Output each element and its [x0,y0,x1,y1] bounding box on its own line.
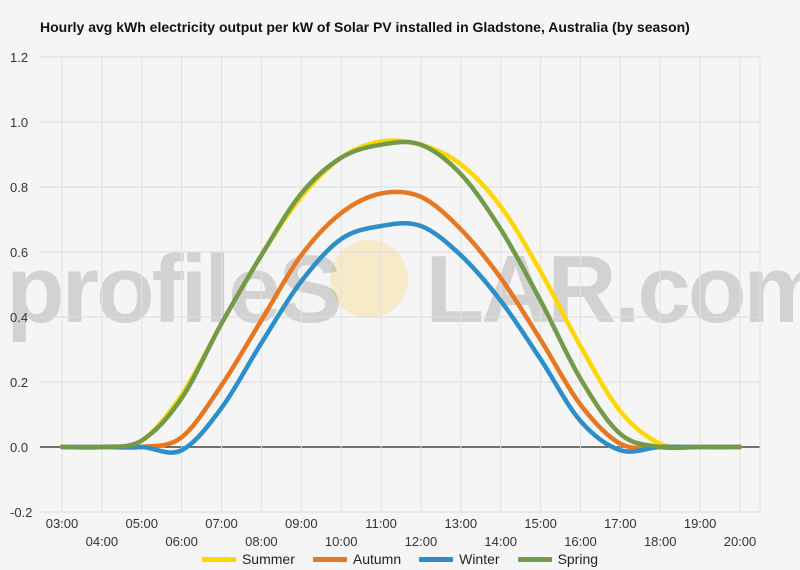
legend-label: Spring [557,551,599,567]
series-line-autumn [59,189,743,451]
legend-label: Winter [459,551,500,567]
x-tick-label: 14:00 [484,534,517,549]
x-tick-label: 12:00 [405,534,438,549]
x-tick-label: 07:00 [205,516,238,531]
y-tick-label: 1.0 [10,115,28,130]
x-tick-label: 08:00 [245,534,278,549]
legend-swatch [312,556,347,562]
legend-item-winter[interactable]: Winter [419,551,500,567]
x-tick-label: 06:00 [165,534,198,549]
x-tick-label: 20:00 [724,534,757,549]
legend: Summer Autumn Winter Spring [0,549,800,569]
x-tick-label: 10:00 [325,534,358,549]
watermark-sun-icon [330,240,408,318]
legend-item-autumn[interactable]: Autumn [312,551,402,567]
chart-title: Hourly avg kWh electricity output per kW… [40,19,690,35]
x-tick-label: 17:00 [604,516,637,531]
x-tick-label: 09:00 [285,516,318,531]
series-line-spring [59,139,743,451]
legend-swatch [201,556,236,562]
x-tick-label: 15:00 [524,516,557,531]
y-tick-label: 0.0 [10,440,28,455]
y-tick-label: 0.6 [10,245,28,260]
x-tick-label: 13:00 [445,516,478,531]
legend-item-summer[interactable]: Summer [201,551,295,567]
legend-swatch [517,556,552,562]
x-tick-label: 16:00 [564,534,597,549]
legend-swatch [419,556,454,562]
y-tick-label: 0.8 [10,180,28,195]
watermark-text-right: LAR.com [425,236,800,343]
x-tick-label: 11:00 [365,516,397,531]
legend-label: Summer [241,551,295,567]
x-tick-label: 18:00 [644,534,677,549]
series-line-winter [59,221,743,455]
y-tick-label: -0.2 [10,505,32,520]
axis-layer: -0.2 0.0 0.2 0.4 0.6 0.8 1.0 1.2 03:00 04:00 05:00… [10,50,756,549]
legend-label: Autumn [352,551,402,567]
y-tick-label: 1.2 [10,50,28,65]
y-tick-label: 0.4 [10,310,28,325]
x-tick-label: 03:00 [46,516,79,531]
x-tick-label: 05:00 [125,516,158,531]
y-tick-label: 0.2 [10,375,28,390]
series-layer [59,138,743,455]
x-tick-label: 19:00 [684,516,717,531]
x-tick-label: 04:00 [86,534,119,549]
legend-item-spring[interactable]: Spring [517,551,599,567]
